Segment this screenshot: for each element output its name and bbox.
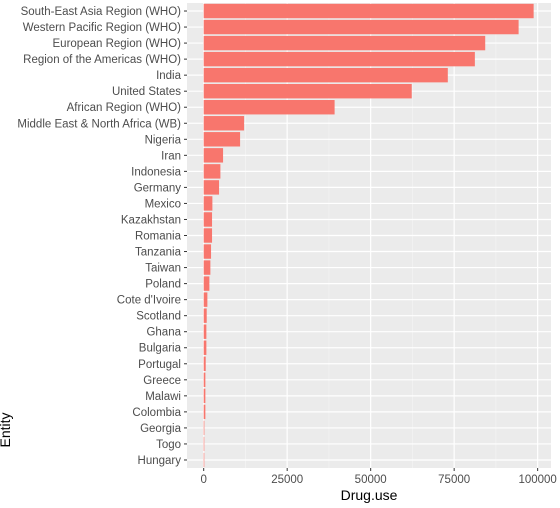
y-tick-label: Tanzania [135,247,182,259]
y-tick-label: Georgia [140,423,182,435]
x-tick-label: 0 [200,474,206,486]
x-tick-label: 50000 [355,474,387,486]
y-tick-label: Colombia [132,407,181,419]
y-tick-label: Togo [156,439,181,451]
x-axis-ticks [203,468,539,471]
bar [203,83,412,99]
bar [203,324,207,339]
y-tick-label: United States [112,86,181,98]
y-tick-label: African Region (WHO) [67,102,182,114]
y-tick-label: Poland [145,279,181,291]
bar [203,340,207,355]
bar [203,3,534,19]
y-tick-label: Greece [143,375,181,387]
x-tick-label: 25000 [271,474,303,486]
bar [203,356,206,371]
y-tick-label: Mexico [145,198,181,210]
y-tick-label: Taiwan [145,263,181,275]
bar [203,372,206,388]
x-axis-title: Drug.use [341,487,398,503]
y-tick-label: Hungary [138,455,182,467]
bar [203,404,206,420]
y-tick-label: Middle East & North Africa (WB) [17,118,181,130]
bar [203,292,208,307]
bar [203,228,213,243]
bar [203,244,212,259]
bar [203,67,448,83]
bar [203,420,205,436]
bar [203,388,206,404]
bar [203,116,245,131]
y-tick-label: Iran [161,150,181,162]
x-tick-label: 75000 [438,474,470,486]
bar [203,19,519,35]
bar [203,164,221,179]
y-tick-label: Ghana [146,327,181,339]
y-tick-label: Malawi [145,391,181,403]
bar [203,308,207,323]
y-tick-label: Cote d'Ivoire [117,295,181,307]
bar [203,35,486,51]
bar [203,100,335,115]
bar [203,212,213,227]
y-tick-label: Germany [134,182,182,194]
bar [203,436,205,452]
y-tick-label: Bulgaria [139,343,182,355]
x-axis-tick-labels: 0 25000 50000 75000 100000 [200,474,556,486]
y-tick-label: Western Pacific Region (WHO) [23,22,181,34]
y-tick-label: South-East Asia Region (WHO) [21,6,182,18]
y-axis-title: Entity [0,412,13,447]
bars [203,3,534,468]
y-tick-label: European Region (WHO) [53,38,182,50]
y-axis-tick-labels: South-East Asia Region (WHO) Western Paci… [17,6,181,467]
bar [203,452,205,468]
y-tick-label: Nigeria [145,134,182,146]
bar [203,260,211,275]
y-axis-ticks [184,10,187,461]
bar [203,132,241,147]
y-tick-label: Indonesia [131,166,181,178]
y-tick-label: India [156,70,182,82]
y-tick-label: Region of the Americas (WHO) [23,54,181,66]
bar [203,51,475,67]
bar [203,148,224,163]
y-tick-label: Portugal [138,359,181,371]
x-tick-label: 100000 [518,474,556,486]
bar [203,180,220,195]
y-tick-label: Romania [135,231,182,243]
bar [203,276,210,291]
bar [203,196,213,211]
y-tick-label: Scotland [136,311,181,323]
y-tick-label: Kazakhstan [121,214,181,226]
